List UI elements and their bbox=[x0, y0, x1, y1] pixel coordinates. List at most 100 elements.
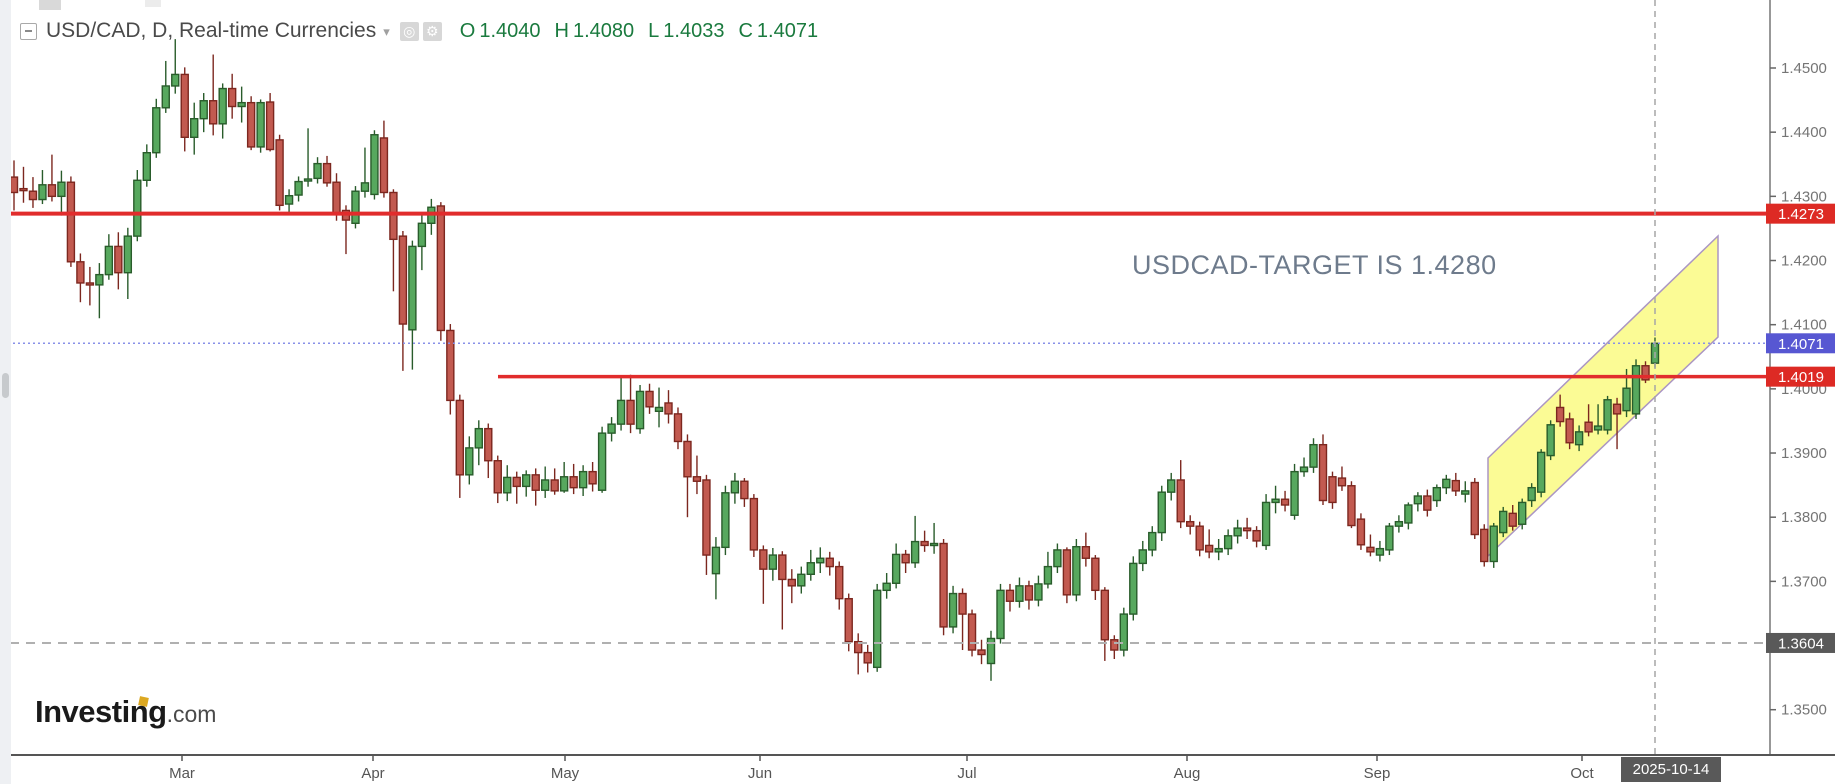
candlestick bbox=[1442, 478, 1451, 489]
candlestick bbox=[901, 553, 910, 564]
candlestick bbox=[740, 480, 749, 500]
candlestick bbox=[1223, 535, 1233, 550]
candlestick bbox=[389, 191, 398, 241]
browser-ui-fragment bbox=[39, 0, 61, 10]
candlestick bbox=[1622, 387, 1631, 412]
candlestick bbox=[607, 423, 616, 434]
candlestick bbox=[256, 101, 265, 148]
candlestick bbox=[114, 245, 123, 274]
x-tick-label: Oct bbox=[1570, 765, 1594, 782]
candlestick bbox=[142, 152, 151, 181]
candlestick bbox=[854, 640, 863, 654]
candlestick bbox=[1461, 490, 1470, 495]
annotation-target-text: USDCAD-TARGET IS 1.4280 bbox=[1132, 250, 1497, 280]
candlestick bbox=[1138, 549, 1147, 565]
candlestick bbox=[597, 432, 607, 491]
candlestick bbox=[28, 190, 38, 201]
candlestick bbox=[246, 101, 256, 148]
candlestick bbox=[540, 479, 550, 491]
candlestick bbox=[360, 182, 370, 192]
candlestick bbox=[1451, 479, 1460, 492]
candlestick bbox=[1271, 498, 1280, 504]
candlestick bbox=[1005, 589, 1015, 602]
candlestick bbox=[835, 565, 844, 600]
candlestick bbox=[1034, 583, 1043, 601]
candlestick bbox=[1499, 510, 1508, 534]
candlestick bbox=[303, 178, 313, 182]
candlestick bbox=[227, 87, 237, 108]
price-badge-label: 1.4071 bbox=[1778, 336, 1824, 353]
candlestick bbox=[208, 100, 218, 125]
candlestick bbox=[1072, 546, 1081, 596]
candlestick bbox=[882, 582, 891, 592]
candlestick bbox=[1584, 421, 1593, 433]
price-badge-1.4071 bbox=[1766, 333, 1835, 354]
candlestick bbox=[1536, 451, 1546, 493]
low-label: L bbox=[648, 19, 660, 42]
candlestick bbox=[85, 282, 95, 286]
price-badge-label: 1.4273 bbox=[1778, 206, 1824, 223]
candlestick bbox=[370, 134, 379, 196]
candlestick bbox=[1574, 431, 1584, 446]
candlestick bbox=[161, 85, 170, 109]
candlestick bbox=[1167, 479, 1176, 493]
candlestick bbox=[626, 399, 635, 425]
candlestick bbox=[1186, 520, 1195, 527]
candlestick bbox=[578, 470, 588, 489]
y-tick-label: 1.4300 bbox=[1781, 188, 1827, 205]
collapse-icon[interactable] bbox=[20, 22, 37, 40]
candlestick bbox=[550, 479, 559, 492]
candlestick bbox=[417, 222, 427, 248]
price-badge-1.4273 bbox=[1766, 203, 1835, 224]
candlestick bbox=[436, 205, 446, 332]
candlestick bbox=[1337, 477, 1347, 487]
candlestick bbox=[1328, 476, 1337, 504]
candlestick bbox=[218, 87, 227, 125]
candlestick bbox=[711, 546, 721, 575]
candlestick bbox=[825, 557, 834, 568]
chevron-down-icon[interactable]: ▾ bbox=[383, 24, 390, 39]
candlestick bbox=[1631, 365, 1641, 415]
price-badge-1.3604 bbox=[1766, 632, 1835, 653]
candlestick bbox=[702, 479, 711, 556]
x-tick-label: May bbox=[551, 765, 580, 782]
candlestick bbox=[484, 427, 493, 462]
x-tick-label: Jul bbox=[957, 765, 976, 782]
candlestick bbox=[1318, 443, 1328, 502]
snapshot-icon[interactable]: ◎ bbox=[399, 21, 419, 41]
candlestick bbox=[844, 597, 853, 643]
candlestick bbox=[474, 427, 483, 449]
logo-yellow-dot bbox=[138, 696, 149, 707]
page-scrollbar-track[interactable] bbox=[0, 0, 11, 784]
logo-tld-text: .com bbox=[166, 701, 217, 727]
candlestick bbox=[797, 573, 806, 587]
y-tick-label: 1.3900 bbox=[1781, 445, 1827, 462]
candlestick bbox=[730, 480, 740, 494]
candlestick bbox=[1233, 527, 1242, 537]
candlestick bbox=[1091, 557, 1100, 592]
candlestick bbox=[1423, 495, 1432, 511]
candlestick bbox=[1527, 486, 1536, 502]
candlestick bbox=[806, 562, 815, 576]
settings-gear-icon[interactable]: ⚙ bbox=[422, 21, 442, 41]
candlestick bbox=[816, 557, 825, 564]
candlestick bbox=[180, 73, 189, 139]
candlestick bbox=[778, 554, 787, 581]
candlestick bbox=[1603, 399, 1612, 431]
y-tick-label: 1.4200 bbox=[1781, 253, 1827, 270]
candlestick bbox=[1129, 562, 1138, 615]
page-scrollbar-thumb[interactable] bbox=[2, 373, 9, 398]
candlestick bbox=[1394, 520, 1404, 527]
candlestick bbox=[1385, 525, 1394, 551]
y-tick-label: 1.3800 bbox=[1781, 509, 1827, 526]
trend-channel[interactable] bbox=[1487, 234, 1719, 558]
candlestick bbox=[1413, 495, 1423, 505]
date-badge-label: 2025-10-14 bbox=[1633, 761, 1710, 778]
candlestick bbox=[1612, 403, 1622, 415]
candlestick bbox=[265, 101, 275, 151]
candlestick bbox=[1356, 518, 1366, 546]
symbol-title[interactable]: USD/CAD, D, Real-time Currencies bbox=[46, 19, 377, 42]
candlestick bbox=[1214, 547, 1223, 553]
